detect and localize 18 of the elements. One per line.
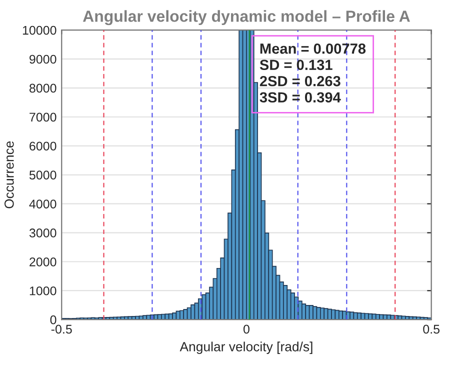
y-tick-label: 5000 xyxy=(29,170,56,180)
y-tick-label: 3000 xyxy=(29,228,56,238)
y-tick-label: 10000 xyxy=(22,26,56,35)
y-tick-label: 8000 xyxy=(29,84,56,93)
y-tick-label: 1000 xyxy=(30,286,56,296)
y-tick-label: 6000 xyxy=(30,142,56,151)
y-tick-label: 9000 xyxy=(30,54,56,64)
x-tick-label: 0.5 xyxy=(423,324,440,334)
annotation: Mean = 0.00778 SD = 0.131 2SD = 0.263 3SD = 0.394 xyxy=(260,43,366,103)
y-tick-label: 7000 xyxy=(30,112,56,122)
x-tick-label: -0.5 xyxy=(51,324,72,334)
y-tick-label: 4000 xyxy=(29,200,56,208)
chart-title: Angular velocity dynamic model – Profile A xyxy=(82,10,410,26)
y-axis-title: Occurrence xyxy=(4,141,14,208)
y-tick-label: 0 xyxy=(50,315,56,324)
x-axis-title: Angular velocity [rad/s] xyxy=(180,342,312,354)
y-tick-label: 2000 xyxy=(30,257,56,266)
x-tick-label: 0 xyxy=(243,324,250,334)
